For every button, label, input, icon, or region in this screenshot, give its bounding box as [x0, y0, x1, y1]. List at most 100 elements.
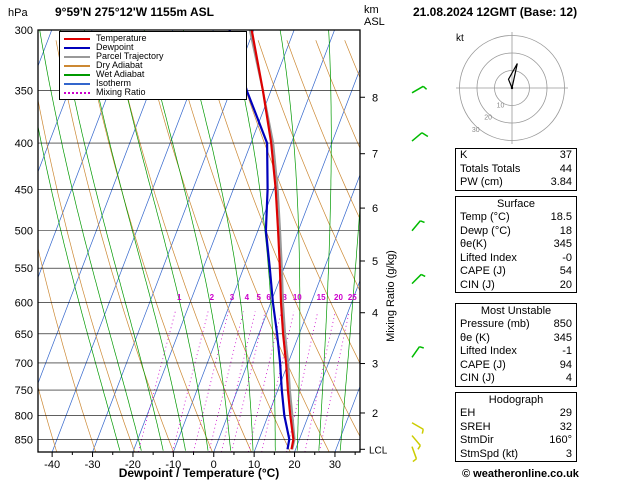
- plot-border: [37, 29, 361, 453]
- stat-value: 160°: [549, 434, 572, 446]
- stat-label: CIN (J): [460, 278, 495, 291]
- svg-text:450: 450: [15, 184, 33, 196]
- svg-text:10: 10: [497, 102, 505, 109]
- svg-text:300: 300: [15, 25, 33, 37]
- stat-row: CAPE (J) 94: [456, 359, 576, 373]
- stat-value: 20: [559, 278, 572, 291]
- km-unit-line2: ASL: [364, 16, 385, 28]
- pressure-unit-label: hPa: [8, 7, 28, 19]
- legend: Temperature Dewpoint Parcel Trajectory Dry …: [59, 31, 247, 100]
- stat-label: CIN (J): [460, 372, 495, 384]
- stat-value: 850: [553, 318, 572, 330]
- stat-label: Temp (°C): [460, 211, 510, 223]
- stat-label: StmSpd (kt): [460, 447, 519, 460]
- stats-group-title: Hodograph: [488, 394, 544, 406]
- stat-row: StmSpd (kt) 3: [456, 448, 576, 462]
- legend-item: Mixing Ratio: [64, 88, 242, 97]
- stats-group-title: Surface: [497, 198, 535, 210]
- svg-text:0: 0: [211, 459, 217, 471]
- stat-value: 37: [559, 149, 572, 161]
- stat-row: Lifted Index -0: [456, 252, 576, 266]
- legend-label: Temperature: [96, 33, 147, 43]
- stats-box-most-unstable: Most Unstable Pressure (mb) 850 θe (K) 345 Li…: [455, 303, 577, 387]
- stat-label: Lifted Index: [460, 345, 517, 357]
- skewt-background: [38, 30, 360, 452]
- mixing-ratio-value-labels: 1 2 3 4 5 6 8 10 15 20 25: [177, 293, 357, 302]
- stat-row: PW (cm) 3.84: [456, 176, 576, 190]
- stat-value: 32: [559, 420, 572, 433]
- svg-text:20: 20: [334, 293, 343, 302]
- stat-row: Lifted Index -1: [456, 345, 576, 359]
- stat-row: Totals Totals 44: [456, 163, 576, 177]
- stat-value: 345: [553, 331, 572, 344]
- svg-text:-40: -40: [44, 459, 60, 471]
- svg-text:550: 550: [15, 263, 33, 275]
- svg-text:500: 500: [15, 226, 33, 238]
- stat-label: Pressure (mb): [460, 318, 530, 330]
- legend-label: Mixing Ratio: [96, 87, 146, 97]
- stat-value: 345: [553, 238, 572, 250]
- wind-barbs: [411, 85, 429, 463]
- stat-value: 3.84: [550, 176, 572, 188]
- stat-value: 18: [559, 224, 572, 237]
- profile-lines: [228, 30, 296, 450]
- svg-text:8: 8: [372, 92, 378, 104]
- stat-value: 44: [559, 162, 572, 175]
- stat-value: 3: [565, 447, 572, 460]
- svg-text:10: 10: [293, 293, 302, 302]
- stat-row: StmDir 160°: [456, 434, 576, 448]
- svg-text:650: 650: [15, 329, 33, 341]
- stats-box-surface: Surface Temp (°C) 18.5 Dewp (°C) 18 θe(K) 345 L…: [455, 196, 577, 293]
- stat-row: CIN (J) 4: [456, 372, 576, 386]
- stat-row: Dewp (°C) 18: [456, 225, 576, 239]
- svg-text:4: 4: [245, 293, 250, 302]
- stat-label: θe (K): [460, 331, 490, 344]
- svg-text:20: 20: [288, 459, 300, 471]
- legend-item: Dry Adiabat: [64, 61, 242, 70]
- copyright: © weatheronline.co.uk: [462, 468, 579, 480]
- legend-label: Parcel Trajectory: [96, 51, 164, 61]
- legend-label: Wet Adiabat: [96, 69, 145, 79]
- svg-text:25: 25: [348, 293, 357, 302]
- svg-text:750: 750: [15, 385, 33, 397]
- legend-line-sample: [64, 82, 90, 85]
- svg-text:5: 5: [256, 293, 261, 302]
- svg-text:15: 15: [317, 293, 326, 302]
- stat-label: K: [460, 149, 468, 161]
- legend-label: Dry Adiabat: [96, 60, 143, 70]
- stat-value: -1: [562, 345, 572, 357]
- isotherm-lines: [38, 30, 360, 452]
- run-date-title: 21.08.2024 12GMT (Base: 12): [413, 5, 578, 19]
- station-title: 9°59'N 275°12'W 1155m ASL: [55, 5, 214, 19]
- x-axis-label: Dewpoint / Temperature (°C): [118, 466, 280, 480]
- stat-label: Totals Totals: [460, 162, 521, 175]
- svg-text:10: 10: [248, 459, 260, 471]
- legend-label: Dewpoint: [96, 42, 134, 52]
- stat-value: 4: [565, 372, 572, 384]
- stat-row: Pressure (mb) 850: [456, 318, 576, 332]
- legend-line-sample: [64, 37, 90, 40]
- stat-row: θe(K) 345: [456, 238, 576, 252]
- svg-text:600: 600: [15, 297, 33, 309]
- legend-item: Parcel Trajectory: [64, 52, 242, 61]
- stat-row: K 37: [456, 149, 576, 163]
- svg-text:-30: -30: [85, 459, 101, 471]
- svg-text:800: 800: [15, 410, 33, 422]
- stat-label: PW (cm): [460, 176, 503, 188]
- stat-label: StmDir: [460, 434, 494, 446]
- mixing-ratio-lines: [137, 311, 350, 452]
- legend-line-sample: [64, 55, 90, 58]
- stats-box-indices: K 37 Totals Totals 44 PW (cm) 3.84: [455, 148, 577, 191]
- stat-row: Temp (°C) 18.5: [456, 211, 576, 225]
- svg-text:3: 3: [372, 359, 378, 371]
- stat-label: θe(K): [460, 238, 487, 250]
- stats-group-title: Most Unstable: [480, 305, 552, 317]
- svg-text:700: 700: [15, 358, 33, 370]
- stat-row: CAPE (J) 54: [456, 265, 576, 279]
- stat-value: 29: [559, 407, 572, 419]
- svg-text:30: 30: [329, 459, 341, 471]
- stat-value: 18.5: [550, 211, 572, 223]
- legend-item: Wet Adiabat: [64, 70, 242, 79]
- legend-label: Isotherm: [96, 78, 132, 88]
- hodograph: 10 20 30 kt: [456, 32, 568, 144]
